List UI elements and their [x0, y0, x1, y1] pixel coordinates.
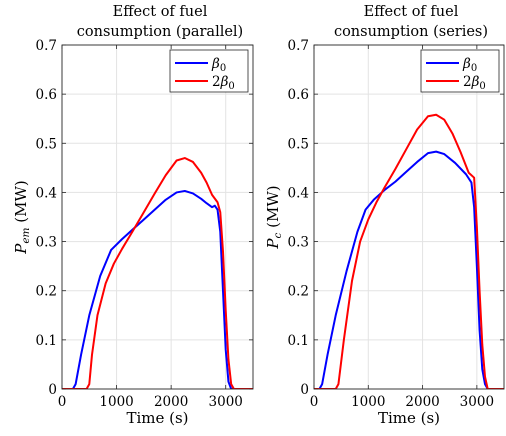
- legend-box: [420, 49, 500, 93]
- y-tick-label: 0.3: [288, 235, 309, 251]
- series-line-2beta0: [314, 113, 504, 389]
- legend-label: β0: [462, 56, 477, 74]
- chart-title-line-2: consumption (series): [334, 24, 488, 40]
- axes-frame: [313, 44, 505, 390]
- y-tick-label: 0.6: [288, 87, 309, 103]
- chart-panel-2: 0 1000 2000 3000 0 0.1 0.2 0.3 0.4 0.5 0.6 0.7 Effec…: [264, 4, 505, 427]
- y-tick-label: 0.1: [288, 333, 309, 349]
- y-axis-label: Pem (MW): [12, 180, 32, 255]
- x-tick-label: 0: [310, 394, 319, 410]
- y-tick-label: 0.4: [288, 185, 309, 201]
- series-line-beta0: [62, 189, 253, 389]
- y-tick-label: 0.3: [36, 235, 57, 251]
- chart-panel-1: 0 1000 2000 3000 0 0.1 0.2 0.3 0.4 0.5 0.6 0.7 Effec…: [12, 4, 254, 427]
- x-tick-label: 2000: [405, 394, 439, 410]
- chart-title-line-1: Effect of fuel: [113, 4, 208, 20]
- y-tick-label: 0.5: [36, 136, 57, 152]
- x-tick-label: 0: [58, 394, 67, 410]
- x-tick-label: 2000: [154, 394, 188, 410]
- y-tick-label: 0.2: [36, 284, 57, 300]
- y-tick-label: 0.2: [288, 284, 309, 300]
- y-tick-label: 0.7: [36, 38, 57, 54]
- y-axis-label: Pc (MW): [264, 185, 284, 249]
- series-line-beta0: [314, 150, 504, 389]
- x-tick-label: 3000: [460, 394, 494, 410]
- y-tick-label: 0.4: [36, 185, 57, 201]
- x-tick-label: 1000: [351, 394, 385, 410]
- legend-box: [169, 49, 249, 93]
- legend-label: 2β0: [463, 74, 486, 92]
- legend-label: 2β0: [212, 74, 235, 92]
- x-tick-label: 3000: [209, 394, 243, 410]
- series-line-2beta0: [62, 157, 253, 389]
- x-axis-label: Time (s): [378, 409, 440, 427]
- x-axis-label: Time (s): [126, 409, 188, 427]
- y-tick-label: 0: [48, 382, 57, 398]
- y-tick-label: 0.1: [36, 333, 57, 349]
- legend-label: β0: [211, 56, 226, 74]
- y-tick-label: 0: [300, 382, 309, 398]
- chart-title-line-1: Effect of fuel: [364, 4, 459, 20]
- axes-frame: [61, 44, 254, 390]
- y-tick-label: 0.6: [36, 87, 57, 103]
- chart-title-line-2: consumption (parallel): [77, 24, 243, 40]
- y-tick-label: 0.5: [288, 136, 309, 152]
- x-tick-label: 1000: [99, 394, 133, 410]
- y-tick-label: 0.7: [288, 38, 309, 54]
